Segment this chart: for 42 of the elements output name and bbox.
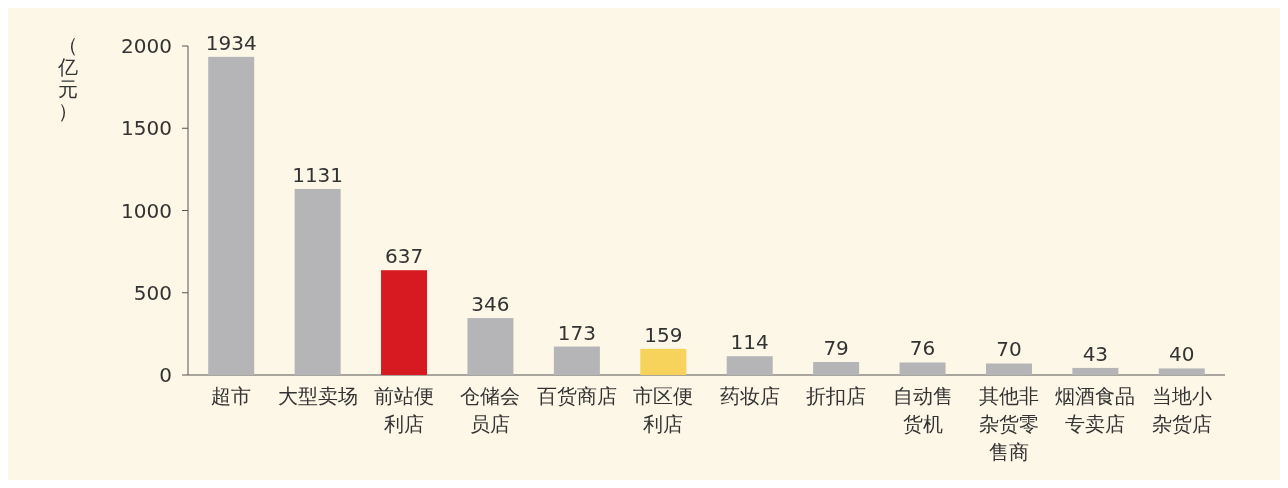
x-tick-label: 药妆店 [719, 384, 780, 408]
data-label: 346 [471, 292, 510, 317]
x-tick-label: 烟酒食品专卖店 [1055, 384, 1136, 436]
data-label: 40 [1169, 342, 1195, 367]
x-tick-label: 百货商店 [536, 384, 617, 408]
bar [899, 362, 946, 375]
data-label: 159 [644, 322, 683, 347]
x-tick-label: 自动售货机 [892, 384, 953, 436]
x-tick-label: 仓储会员店 [460, 384, 521, 436]
data-label: 79 [823, 336, 849, 360]
bar [1072, 367, 1119, 375]
data-label: 173 [557, 320, 596, 345]
data-label: 70 [996, 337, 1022, 362]
y-tick-label: 0 [159, 363, 172, 387]
data-label: 637 [384, 244, 424, 269]
data-label: 1131 [292, 162, 344, 187]
data-label: 114 [730, 330, 769, 355]
data-label: 43 [1082, 341, 1109, 366]
x-tick-label: 其他非杂货零售商 [978, 384, 1039, 464]
bar [208, 56, 255, 375]
y-tick-label: 2000 [121, 34, 172, 58]
x-tick-label: 当地小杂货店 [1151, 384, 1212, 436]
y-axis-title: （亿元） [57, 33, 78, 123]
y-tick-label: 1500 [121, 116, 172, 141]
bar [553, 346, 600, 375]
data-label: 76 [909, 336, 936, 361]
bar [294, 188, 341, 375]
y-tick-label: 1000 [121, 198, 172, 223]
data-label: 1934 [205, 30, 257, 55]
x-tick-label: 大型卖场 [277, 384, 358, 408]
bar [1158, 368, 1205, 375]
x-tick-label: 前站便利店 [374, 384, 435, 436]
bar [640, 348, 687, 375]
x-tick-label: 市区便利店 [633, 384, 694, 436]
bar [726, 356, 773, 375]
bar [813, 362, 860, 375]
x-tick-label: 超市 [211, 384, 252, 408]
x-tick-label: 折扣店 [806, 384, 867, 408]
bar [985, 363, 1032, 375]
bar [381, 270, 428, 375]
bar [467, 318, 514, 375]
y-tick-label: 500 [133, 280, 172, 305]
